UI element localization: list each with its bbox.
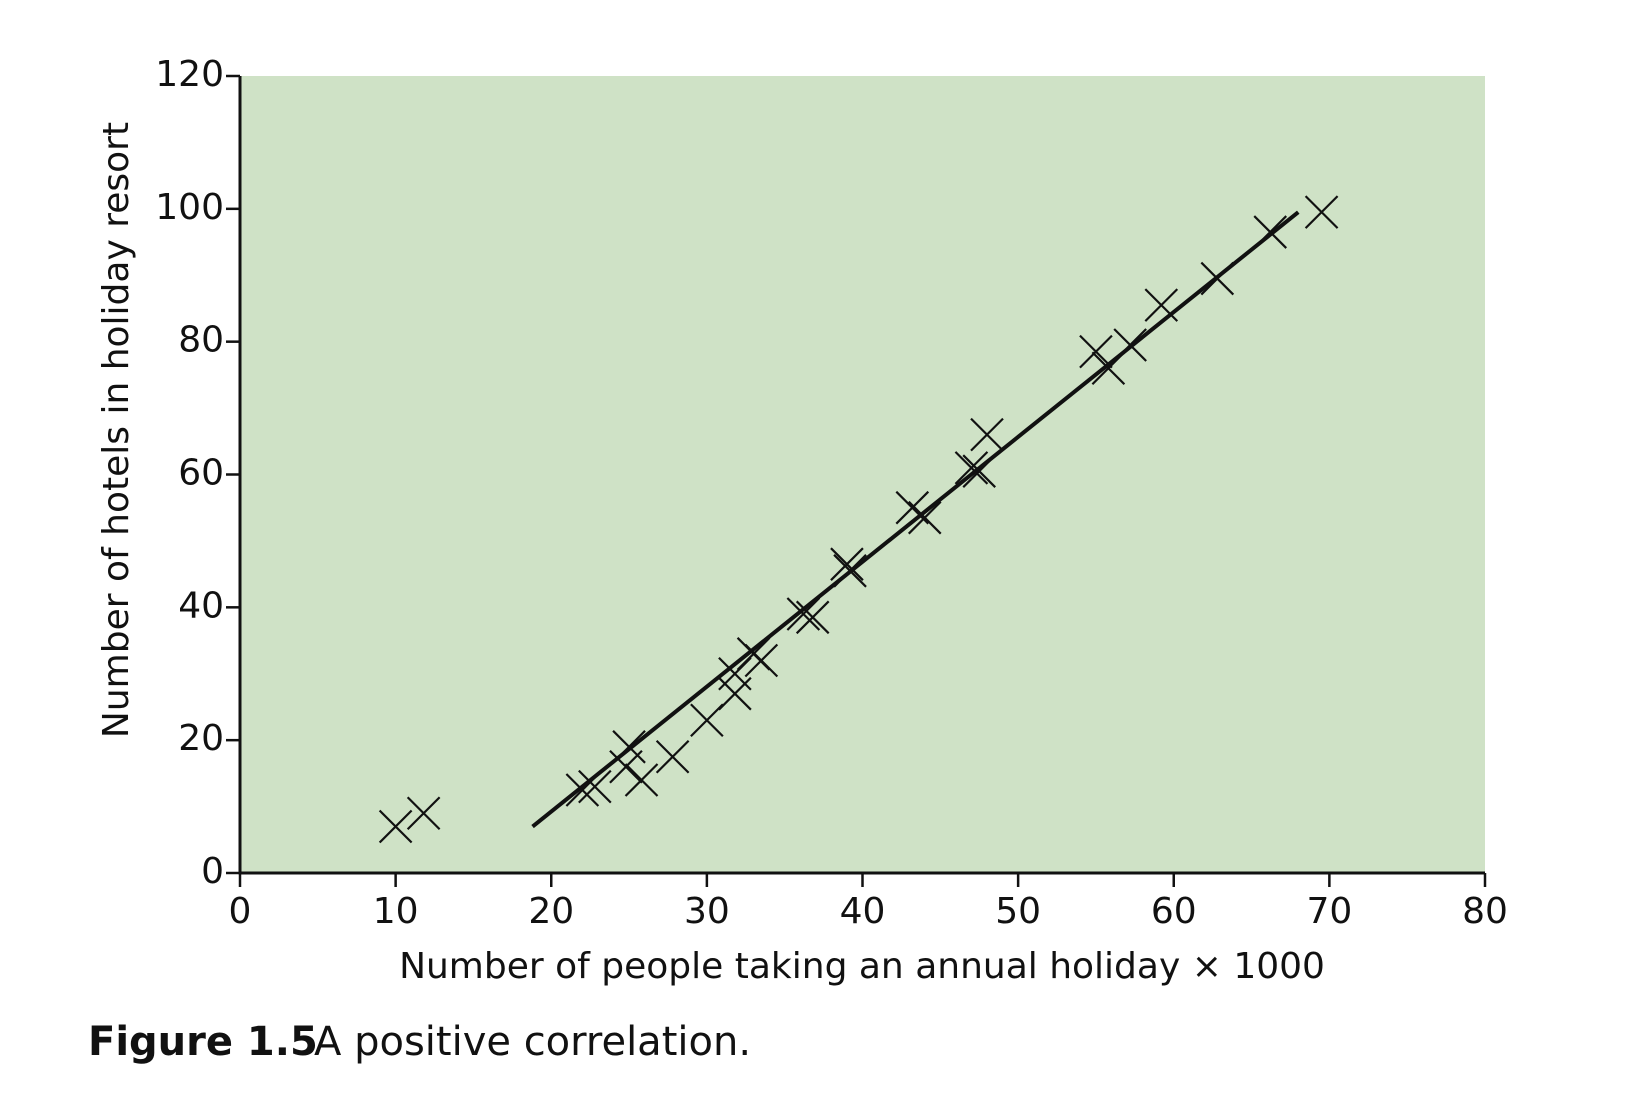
- point: [970, 417, 1004, 452]
- x-tick-label: 10: [373, 891, 419, 932]
- point: [378, 809, 413, 844]
- y-axis-label: Number of hotels in holiday resort: [96, 122, 137, 738]
- x-tick-label: 70: [1306, 891, 1352, 932]
- y-tick-label: 80: [178, 320, 224, 361]
- x-tick-label: 0: [229, 891, 252, 932]
- caption-label: Figure 1.5: [88, 1019, 318, 1065]
- point: [907, 500, 942, 535]
- y-tick-label: 120: [155, 54, 224, 95]
- point: [833, 554, 867, 588]
- x-tick-label: 20: [528, 891, 574, 932]
- x-axis-label: Number of people taking an annual holida…: [399, 946, 1325, 987]
- point: [655, 739, 690, 774]
- y-tick-label: 100: [155, 187, 224, 228]
- y-tick-label: 20: [178, 718, 224, 759]
- x-tick-label: 50: [995, 891, 1041, 932]
- caption: A positive correlation.: [314, 1019, 751, 1065]
- point: [1079, 334, 1113, 369]
- y-tick-label: 60: [178, 453, 224, 494]
- x-tick-label: 80: [1462, 891, 1508, 932]
- point: [624, 763, 659, 797]
- point: [565, 773, 600, 807]
- x-tick-label: 30: [684, 891, 730, 932]
- point: [578, 769, 612, 804]
- y-tick-label: 40: [178, 585, 224, 626]
- point: [795, 600, 830, 635]
- point: [1144, 288, 1179, 322]
- point: [954, 451, 989, 485]
- point: [830, 547, 864, 581]
- point: [690, 703, 724, 738]
- y-tick-label: 0: [201, 851, 224, 892]
- x-tick-label: 40: [840, 891, 886, 932]
- x-tick-label: 60: [1151, 891, 1197, 932]
- point: [786, 597, 821, 631]
- point: [406, 796, 441, 831]
- plot-area: [240, 76, 1485, 873]
- point: [1253, 215, 1288, 249]
- point: [1113, 328, 1147, 362]
- point: [962, 454, 996, 488]
- point: [609, 749, 643, 784]
- point: [744, 643, 779, 678]
- point: [612, 730, 646, 764]
- point: [1304, 195, 1339, 229]
- point: [1200, 261, 1235, 296]
